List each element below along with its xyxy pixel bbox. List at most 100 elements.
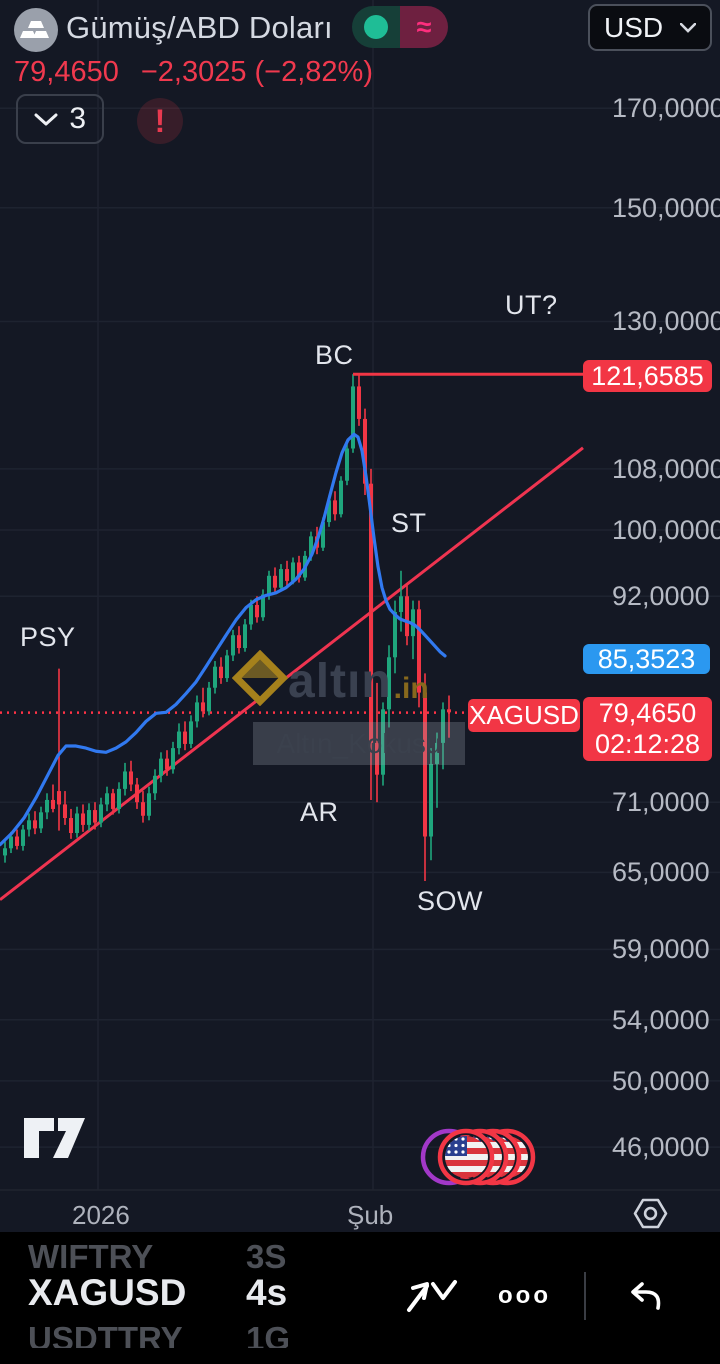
approx-icon: ≈	[416, 11, 432, 42]
chevron-down-icon	[34, 113, 58, 125]
candle-body	[111, 793, 115, 809]
time-axis-label: 2026	[72, 1200, 130, 1230]
candle-body	[261, 594, 265, 618]
symbol-price-tag: XAGUSD	[468, 699, 580, 732]
indicators-collapse-button[interactable]: 3	[16, 94, 104, 144]
candle-body	[21, 829, 25, 846]
candle-body	[351, 386, 355, 449]
y-axis-label: 130,0000	[612, 306, 720, 337]
chart-label-sow: SOW	[417, 886, 483, 916]
alert-warning-icon[interactable]: !	[137, 98, 183, 144]
drawing-tools-icon[interactable]	[405, 1276, 461, 1321]
toggle-approx-off[interactable]: ≈	[400, 6, 448, 48]
picker-interval-4s[interactable]: 4s	[246, 1272, 288, 1313]
candle-body	[285, 569, 289, 581]
undo-back-icon[interactable]	[624, 1278, 664, 1319]
candle-body	[387, 657, 391, 710]
candle-body	[327, 500, 331, 523]
picker-symbol-wiftry[interactable]: WIFTRY	[28, 1238, 154, 1275]
candle-body	[219, 666, 223, 679]
candle-body	[237, 635, 241, 649]
toolbar-divider	[584, 1272, 586, 1320]
candle-body	[267, 575, 271, 595]
candle-body	[441, 709, 445, 743]
picker-symbol-xagusd[interactable]: XAGUSD	[28, 1272, 187, 1313]
system-nav-bar	[0, 1348, 720, 1364]
candle-body	[243, 624, 247, 649]
candle-body	[249, 604, 253, 625]
price-change: −2,3025 (−2,82%)	[140, 56, 373, 88]
candle-body	[51, 799, 55, 809]
candle-body	[87, 810, 91, 825]
chevron-down-icon	[680, 22, 696, 33]
price-chart[interactable]	[0, 0, 720, 1232]
chart-label-ut?: UT?	[505, 290, 558, 320]
candle-body	[129, 771, 133, 785]
watermark-brand-text: altın	[288, 655, 392, 708]
watermark-user-text: Altın_Kokusu	[276, 727, 442, 759]
candle-body	[15, 836, 19, 846]
candle-body	[57, 791, 61, 805]
y-axis-label: 108,0000	[612, 453, 720, 484]
candle-body	[189, 721, 193, 744]
y-axis-label: 65,0000	[612, 857, 710, 888]
picker-interval-3s[interactable]: 3S	[246, 1238, 287, 1275]
chart-mode-toggle[interactable]: ≈	[352, 6, 448, 48]
currency-dropdown[interactable]: USD	[588, 4, 712, 51]
candle-body	[447, 709, 451, 713]
candle-body	[357, 386, 361, 419]
watermark-suffix-text: .in	[393, 672, 429, 705]
candle-body	[135, 784, 139, 803]
y-axis-label: 170,0000	[612, 93, 720, 124]
candle-body	[279, 569, 283, 588]
candle-body	[159, 758, 163, 776]
watermark-user-box: Altın_Kokusu	[253, 722, 465, 765]
bar-countdown: 02:12:28	[594, 729, 701, 759]
candle-body	[9, 836, 13, 849]
candle-body	[105, 793, 109, 805]
y-axis-label: 100,0000	[612, 515, 720, 545]
symbol-title[interactable]: Gümüş/ABD Doları	[66, 10, 333, 45]
hexagon-settings-icon[interactable]	[632, 1196, 669, 1236]
candle-body	[393, 611, 397, 658]
candle-body	[345, 448, 349, 481]
candle-body	[321, 522, 325, 548]
candle-body	[123, 771, 127, 789]
candle-body	[309, 536, 313, 556]
symbol-flags-stack[interactable]	[420, 1128, 536, 1186]
candle-body	[291, 562, 295, 581]
moving-average-line[interactable]	[0, 432, 447, 847]
watermark-brand: altın .in	[232, 650, 429, 706]
trendline[interactable]	[0, 446, 584, 901]
candle-body	[171, 748, 175, 770]
candle-body	[63, 804, 67, 819]
candle-body	[297, 562, 301, 578]
candle-body	[363, 418, 367, 484]
candle-body	[339, 480, 343, 515]
more-options-icon[interactable]: ooo	[498, 1282, 551, 1309]
candle-body	[99, 804, 103, 823]
chart-label-psy: PSY	[20, 622, 76, 652]
symbol-logo-silver-icon[interactable]	[14, 8, 58, 52]
toggle-candles-on[interactable]	[352, 6, 400, 48]
chart-label-bc: BC	[315, 340, 354, 370]
y-axis-label: 150,0000	[612, 192, 720, 223]
green-dot-icon	[364, 15, 388, 39]
tradingview-logo-icon[interactable]	[24, 1118, 85, 1158]
candle-body	[375, 742, 379, 775]
candle-body	[75, 813, 79, 834]
candle-body	[255, 604, 259, 618]
candle-body	[231, 635, 235, 656]
candle-body	[39, 812, 43, 829]
candle-body	[273, 575, 277, 588]
candle-body	[417, 609, 421, 693]
ma-value-badge: 85,3523	[583, 644, 710, 674]
candle-body	[225, 655, 229, 679]
candle-body	[333, 500, 337, 515]
last-price: 79,4650	[14, 56, 119, 88]
candle-body	[201, 702, 205, 712]
time-axis-label: Şub	[347, 1200, 394, 1230]
y-axis-label: 71,0000	[612, 787, 710, 818]
currency-value: USD	[604, 11, 664, 43]
candle-body	[147, 793, 151, 816]
